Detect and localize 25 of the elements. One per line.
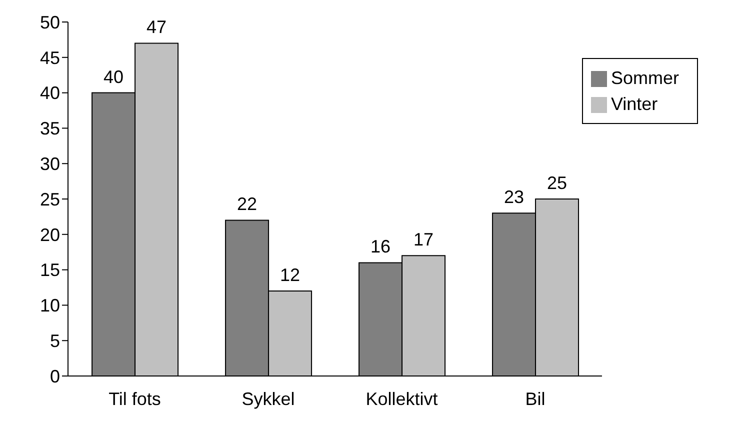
data-label: 23 — [504, 187, 524, 208]
y-tick-label: 0 — [50, 366, 60, 386]
x-tick-label: Til fots — [108, 388, 161, 409]
y-tick-label: 30 — [40, 154, 60, 174]
y-tick-label: 50 — [40, 12, 60, 32]
x-tick-label: Bil — [525, 388, 546, 409]
y-tick-label: 25 — [40, 189, 60, 210]
y-tick-label: 15 — [40, 260, 60, 280]
x-tick-label: Kollektivt — [366, 388, 438, 409]
data-label: 12 — [280, 265, 300, 286]
data-label: 16 — [370, 236, 391, 257]
data-label: 25 — [547, 173, 568, 193]
y-tick-label: 20 — [40, 224, 60, 245]
y-tick-label: 5 — [50, 330, 60, 351]
data-label: 22 — [237, 194, 258, 214]
data-label: 47 — [146, 17, 167, 38]
legend-label: Vinter — [610, 94, 658, 114]
y-tick-label: 45 — [40, 48, 60, 68]
y-tick-label: 35 — [40, 118, 60, 139]
legend-label: Sommer — [610, 68, 679, 88]
y-tick-label: 10 — [40, 296, 60, 316]
data-label: 17 — [414, 230, 434, 250]
x-tick-label: Sykkel — [242, 388, 295, 409]
y-tick-label: 40 — [40, 83, 60, 104]
data-label: 40 — [104, 66, 124, 87]
